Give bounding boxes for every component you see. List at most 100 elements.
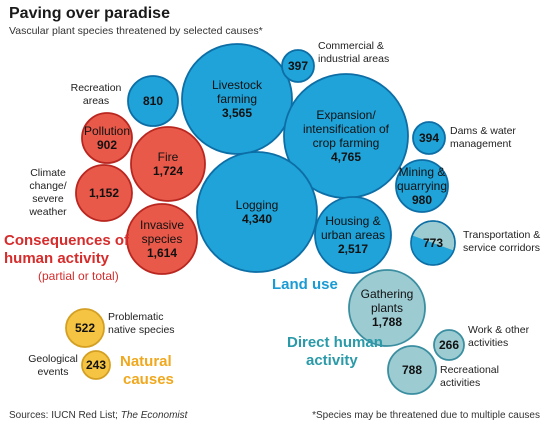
- bubble-circle: [348, 269, 426, 347]
- bubble-circle: [387, 345, 437, 395]
- external-label-line: Recreation: [71, 82, 122, 94]
- bubble-label: urban areas: [321, 228, 385, 242]
- bubble-commercial: 397: [281, 49, 315, 83]
- external-label-line: Dams & water: [450, 125, 516, 137]
- chart-title: Paving over paradise: [9, 5, 170, 22]
- external-label-line: events: [38, 366, 69, 378]
- bubble-value: 810: [143, 94, 163, 108]
- external-label-line: activities: [440, 377, 480, 389]
- group-label-direct-2: activity: [306, 352, 358, 369]
- external-label-line: Problematic: [108, 311, 163, 323]
- bubble-value: 980: [412, 193, 432, 207]
- bubble-value: 1,724: [153, 164, 183, 178]
- group-label-human-3: (partial or total): [38, 269, 119, 283]
- bubble-value: 773: [423, 236, 443, 250]
- external-label-line: change/: [29, 180, 66, 192]
- bubble-circle: [81, 350, 111, 380]
- group-label-natural-2: causes: [123, 371, 174, 388]
- external-label-line: Commercial &: [318, 40, 384, 52]
- external-label-line: weather: [28, 206, 67, 218]
- bubble-circle: [130, 126, 206, 202]
- bubble-circle: [412, 121, 446, 155]
- bubble-circle: [81, 112, 133, 164]
- group-label-human-1: Consequences of: [4, 232, 130, 249]
- bubble-circle: [126, 203, 198, 275]
- bubble-label: farming: [217, 92, 257, 106]
- bubble-value: 394: [419, 131, 439, 145]
- bubble-circle: [181, 43, 293, 155]
- bubble-value: 902: [97, 138, 117, 152]
- bubble-value: 788: [402, 363, 422, 377]
- bubble-label: Livestock: [212, 78, 263, 92]
- group-label-human-2: human activity: [4, 250, 110, 267]
- bubble-dams: 394: [412, 121, 446, 155]
- bubble-circle: [314, 196, 392, 274]
- bubble-half-land-use: [411, 235, 454, 265]
- bubble-geological: 243: [81, 350, 111, 380]
- bubble-label: crop farming: [313, 136, 380, 150]
- source-text: Sources: IUCN Red List;: [9, 410, 121, 421]
- bubble-circle: [281, 49, 315, 83]
- group-label-direct-1: Direct human: [287, 334, 383, 351]
- bubble-value: 1,788: [372, 315, 402, 329]
- bubble-label: plants: [371, 301, 403, 315]
- bubble-label: Housing &: [325, 214, 380, 228]
- bubble-circle: [65, 308, 105, 348]
- bubble-value: 1,614: [147, 246, 177, 260]
- bubble-circle: [395, 159, 449, 213]
- external-label-line: industrial areas: [318, 53, 389, 65]
- external-label-line: severe: [32, 193, 64, 205]
- chart-subtitle: Vascular plant species threatened by sel…: [9, 25, 263, 37]
- footnote: *Species may be threatened due to multip…: [312, 410, 540, 421]
- external-label-line: activities: [468, 337, 508, 349]
- bubble-label: Expansion/: [316, 108, 376, 122]
- bubble-value: 3,565: [222, 106, 252, 120]
- source-publication: The Economist: [120, 410, 188, 421]
- bubble-circle: [127, 75, 179, 127]
- bubble-circle: [433, 329, 465, 361]
- bubble-label: Pollution: [84, 124, 130, 138]
- bubble-label: Fire: [158, 150, 179, 164]
- label-commercial: Commercial &industrial areas: [318, 40, 389, 65]
- bubble-recreation-areas: 810: [127, 75, 179, 127]
- external-label-line: service corridors: [463, 242, 540, 254]
- external-label-line: Climate: [30, 167, 66, 179]
- external-label-line: Transportation &: [463, 229, 540, 241]
- external-label-line: Work & other: [468, 324, 530, 336]
- bubble-label: Invasive: [140, 218, 184, 232]
- bubble-value: 1,152: [89, 186, 119, 200]
- bubble-value: 266: [439, 338, 459, 352]
- external-label-line: Geological: [28, 353, 78, 365]
- group-label-natural-1: Natural: [120, 353, 172, 370]
- bubble-outline: [410, 220, 456, 266]
- bubble-circle: [75, 164, 133, 222]
- external-label-line: Recreational: [440, 364, 499, 376]
- bubble-work: 266: [433, 329, 465, 361]
- bubble-label: Logging: [236, 198, 279, 212]
- bubble-label: Mining &: [399, 165, 446, 179]
- bubble-problematic: 522: [65, 308, 105, 348]
- source-note: Sources: IUCN Red List; The Economist: [9, 410, 187, 421]
- bubble-climate: 1,152: [75, 164, 133, 222]
- external-label-line: areas: [83, 95, 109, 107]
- group-label-land-use: Land use: [272, 276, 338, 293]
- bubble-value: 243: [86, 358, 106, 372]
- bubble-value: 2,517: [338, 242, 368, 256]
